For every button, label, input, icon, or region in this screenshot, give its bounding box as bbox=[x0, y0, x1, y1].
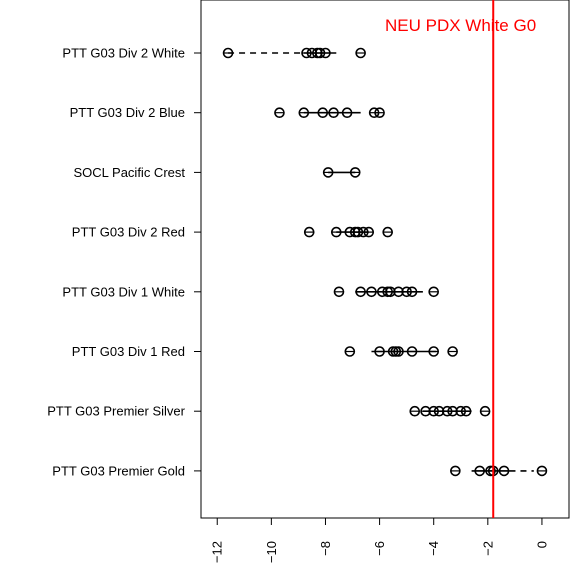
x-axis: −12 −10 −8 −6 −4 −2 0 bbox=[210, 518, 549, 563]
series-3 bbox=[322, 167, 361, 178]
category-label: SOCL Pacific Crest bbox=[74, 165, 186, 180]
series-8 bbox=[450, 465, 548, 477]
series-1 bbox=[222, 47, 366, 59]
category-label: PTT G03 Div 2 Blue bbox=[70, 105, 185, 120]
reference-layer: NEU PDX White G0 bbox=[385, 0, 536, 518]
category-axis: PTT G03 Div 2 White PTT G03 Div 2 Blue SOC… bbox=[47, 46, 201, 478]
category-label: PTT G03 Div 2 White bbox=[62, 46, 185, 61]
x-tick-label: −2 bbox=[480, 541, 495, 556]
series-7 bbox=[409, 405, 491, 417]
category-label: PTT G03 Div 2 Red bbox=[72, 225, 185, 240]
x-tick-label: −10 bbox=[264, 541, 279, 563]
series-6 bbox=[344, 346, 458, 357]
series-layer bbox=[222, 47, 548, 477]
x-tick-label: −6 bbox=[372, 541, 387, 556]
category-label: PTT G03 Div 1 White bbox=[62, 284, 185, 299]
series-4 bbox=[303, 226, 394, 238]
series-2 bbox=[274, 107, 385, 118]
series-5 bbox=[333, 286, 440, 298]
category-label: PTT G03 Premier Gold bbox=[52, 463, 185, 478]
x-tick-label: −12 bbox=[210, 541, 225, 563]
reference-line-label: NEU PDX White G0 bbox=[385, 16, 536, 35]
plot-frame bbox=[200, 0, 570, 519]
category-label: PTT G03 Premier Silver bbox=[47, 404, 185, 419]
category-label: PTT G03 Div 1 Red bbox=[72, 344, 185, 359]
x-tick-label: 0 bbox=[534, 541, 549, 548]
x-tick-label: −4 bbox=[426, 541, 441, 556]
x-tick-label: −8 bbox=[318, 541, 333, 556]
